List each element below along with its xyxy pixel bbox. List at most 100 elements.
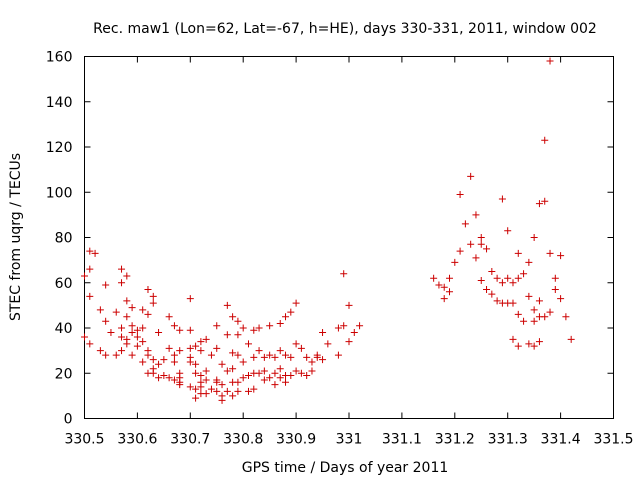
data-point [229, 313, 237, 321]
x-tick-label: 331.5 [593, 432, 633, 448]
data-point [202, 376, 210, 384]
data-point [313, 351, 321, 359]
data-point [239, 374, 247, 382]
data-point [170, 376, 178, 384]
data-point [86, 340, 94, 348]
data-point [260, 367, 268, 375]
data-point [170, 322, 178, 330]
data-point [292, 340, 300, 348]
data-point [297, 369, 305, 377]
data-point [218, 396, 226, 404]
x-axis-label: GPS time / Days of year 2011 [242, 460, 449, 476]
data-point [557, 252, 565, 260]
data-point [112, 308, 120, 316]
data-point [149, 369, 157, 377]
data-point [266, 351, 274, 359]
data-point [155, 329, 163, 337]
data-point [207, 351, 215, 359]
y-tick-label: 40 [55, 321, 73, 337]
data-point [118, 279, 126, 287]
data-point [308, 358, 316, 366]
data-point [276, 374, 284, 382]
data-point [356, 322, 364, 330]
data-point [535, 338, 543, 346]
data-point [276, 347, 284, 355]
chart-title: Rec. maw1 (Lon=62, Lat=-67, h=HE), days … [93, 21, 597, 37]
x-tick-label: 331 [336, 432, 363, 448]
data-point [218, 381, 226, 389]
data-point [319, 329, 327, 337]
data-point [176, 381, 184, 389]
data-point [446, 274, 454, 282]
data-point [186, 358, 194, 366]
data-point [149, 299, 157, 307]
data-point [197, 383, 205, 391]
data-point [144, 310, 152, 318]
data-point [250, 385, 258, 393]
data-point [213, 344, 221, 352]
data-point [197, 338, 205, 346]
x-tick-label: 331.2 [435, 432, 475, 448]
y-tick-label: 140 [46, 95, 73, 111]
data-point [271, 369, 279, 377]
data-point [192, 385, 200, 393]
data-point [498, 195, 506, 203]
x-tick-label: 330.7 [170, 432, 210, 448]
data-point [467, 240, 475, 248]
data-point [118, 324, 126, 332]
data-point [250, 353, 258, 361]
data-point [244, 340, 252, 348]
data-point [535, 200, 543, 208]
data-point [488, 290, 496, 298]
y-tick-label: 20 [55, 366, 73, 382]
data-point [244, 372, 252, 380]
x-tick-label: 331.4 [541, 432, 581, 448]
data-point [192, 369, 200, 377]
data-point [160, 356, 168, 364]
data-point [467, 172, 475, 180]
data-point [81, 333, 88, 341]
data-point [165, 374, 173, 382]
data-point [186, 295, 194, 303]
y-tick-label: 0 [64, 412, 73, 428]
data-point [340, 270, 348, 278]
data-point [477, 234, 485, 241]
data-point [493, 297, 501, 305]
data-point [149, 356, 157, 364]
data-point [430, 274, 438, 282]
data-point [334, 324, 342, 332]
data-point [234, 378, 242, 386]
data-point [213, 322, 221, 330]
data-point [133, 342, 141, 350]
data-point [155, 360, 163, 368]
data-point [456, 191, 464, 199]
data-point [493, 274, 501, 282]
data-point [128, 351, 136, 359]
data-point [133, 326, 141, 334]
data-point [128, 329, 136, 337]
data-point [440, 295, 448, 303]
data-point [144, 286, 152, 294]
data-point [287, 308, 295, 316]
data-point [541, 136, 549, 144]
data-point [255, 369, 263, 377]
data-point [244, 387, 252, 395]
data-point [541, 197, 549, 205]
data-point [223, 331, 231, 339]
data-point [260, 376, 268, 384]
data-point [229, 349, 237, 357]
y-tick-label: 80 [55, 231, 73, 247]
data-point [271, 381, 279, 389]
x-tick-label: 330.9 [276, 432, 316, 448]
data-point [202, 335, 210, 343]
data-point [255, 324, 263, 332]
data-point [276, 319, 284, 327]
data-point [530, 317, 538, 325]
data-point [551, 286, 559, 294]
data-point [509, 335, 517, 343]
data-point [319, 356, 327, 364]
data-point [144, 351, 152, 359]
data-point [192, 394, 200, 402]
data-point [102, 317, 110, 325]
data-point [525, 292, 533, 300]
